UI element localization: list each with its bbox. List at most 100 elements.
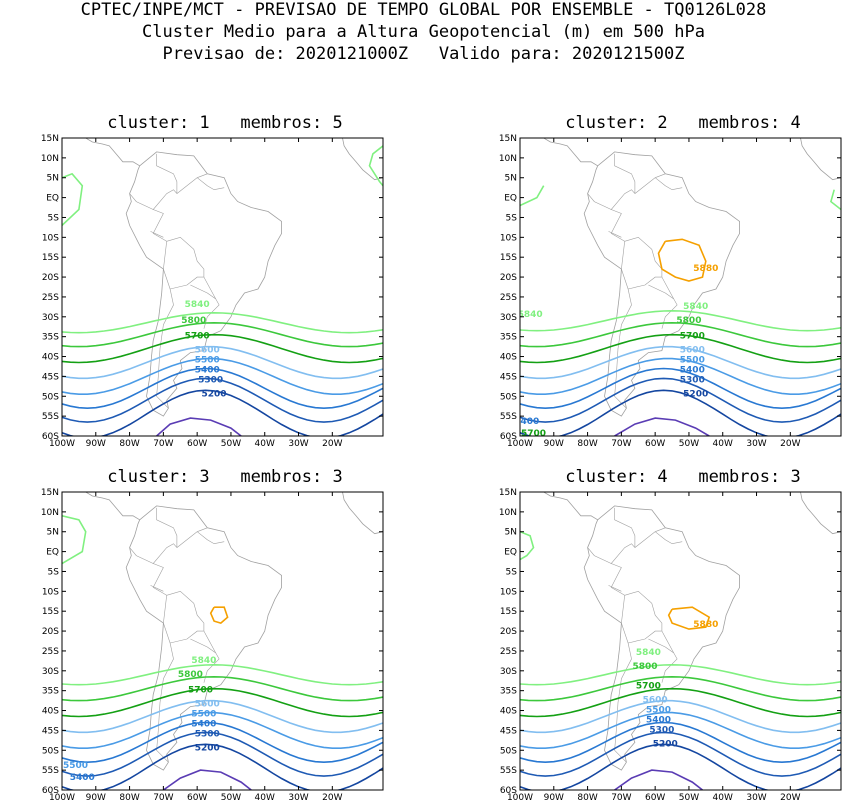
lat-label: 10S	[42, 233, 59, 243]
country-border	[156, 623, 174, 763]
contour-line	[62, 687, 383, 718]
contour-label: 5840	[185, 300, 210, 310]
map-frame	[61, 491, 384, 791]
coastline	[542, 492, 598, 521]
contour-label: 5200	[202, 389, 227, 399]
lat-label: 15N	[499, 488, 517, 498]
contour-label: 5200	[683, 389, 708, 399]
contour-label: 5500	[195, 355, 220, 365]
contour-label: 5600	[195, 346, 220, 356]
contour-line	[520, 345, 841, 380]
lat-label: 25S	[42, 293, 59, 303]
plot-area: 5880584058405800570056005500540053005200…	[518, 138, 841, 439]
lon-label: 90W	[544, 793, 564, 803]
map-frame	[519, 491, 842, 791]
lat-label: 5S	[506, 567, 518, 577]
lon-label: 100W	[49, 439, 75, 449]
contour-label: 5300	[198, 375, 223, 385]
contour-label: 5840	[518, 310, 543, 320]
contour-line	[520, 663, 841, 686]
lon-label: 60W	[187, 439, 207, 449]
country-border	[170, 630, 204, 644]
lon-label: 50W	[679, 793, 699, 803]
lon-label: 80W	[119, 439, 139, 449]
coastline	[342, 138, 383, 181]
country-border	[610, 543, 636, 624]
lat-label: EQ	[46, 548, 59, 558]
country-border	[197, 177, 225, 191]
country-border	[190, 638, 216, 654]
coastline	[84, 492, 140, 521]
lat-label: 60S	[500, 786, 517, 796]
country-border	[614, 153, 636, 194]
contour-line	[368, 145, 383, 187]
contour-line	[829, 189, 841, 211]
contour-line	[62, 699, 383, 734]
contour-line	[520, 675, 841, 702]
contour-label: 5840	[636, 648, 661, 658]
contour-label: 5840	[191, 656, 216, 666]
coastline	[542, 138, 598, 167]
country-border	[610, 189, 636, 270]
lat-label: 35S	[500, 687, 517, 697]
lat-label: EQ	[46, 194, 59, 204]
contour-line	[62, 321, 383, 348]
lon-label: 20W	[780, 439, 800, 449]
lat-label: 25S	[42, 647, 59, 657]
lon-label: 40W	[713, 439, 733, 449]
panel-2-title: cluster: 2 membros: 4	[565, 113, 801, 133]
lat-label: 20S	[42, 627, 59, 637]
lat-label: 30S	[500, 667, 517, 677]
lat-label: 15S	[42, 253, 59, 263]
contour-label: 5600	[680, 346, 705, 356]
lat-label: 45S	[500, 372, 517, 382]
lon-label: 70W	[153, 793, 173, 803]
country-border	[587, 193, 612, 210]
country-border	[655, 531, 683, 545]
country-border	[152, 189, 178, 270]
lon-label: 50W	[221, 439, 241, 449]
lon-label: 80W	[119, 793, 139, 803]
country-border	[156, 269, 174, 409]
lat-label: 35S	[500, 333, 517, 343]
country-border	[655, 177, 683, 191]
country-border	[176, 527, 208, 548]
contour-line	[62, 377, 383, 423]
contour-line	[162, 769, 252, 790]
contour-label: 5500	[63, 761, 88, 771]
contour-line	[520, 389, 841, 436]
country-border	[648, 638, 674, 654]
contour-line	[520, 309, 841, 332]
contour-line	[62, 389, 383, 436]
lon-label: 90W	[86, 793, 106, 803]
lat-label: 40S	[500, 353, 517, 363]
contour-line	[520, 711, 841, 750]
coastline	[800, 492, 841, 535]
contour-line	[520, 530, 535, 561]
country-border	[176, 173, 208, 194]
lat-label: 25S	[500, 293, 517, 303]
contour-label: 5800	[632, 662, 657, 672]
contour-label: 5200	[653, 739, 678, 749]
country-border	[648, 284, 674, 300]
figure-title-line3: Previsao de: 2020121000Z Valido para: 20…	[162, 44, 685, 64]
contour-line	[657, 238, 707, 282]
contour-line	[614, 769, 703, 790]
coastline	[583, 505, 741, 771]
contour-label: 5700	[521, 429, 546, 439]
country-border	[129, 193, 154, 210]
coastline	[583, 151, 741, 417]
contour-line	[520, 687, 841, 718]
figure-title-line2: Cluster Medio para a Altura Geopotencial…	[142, 22, 705, 42]
contour-line	[62, 515, 87, 565]
contour-label: 5840	[683, 302, 708, 312]
lat-label: 30S	[42, 313, 59, 323]
country-border	[156, 153, 178, 194]
country-border	[129, 547, 154, 564]
contour-line	[520, 731, 841, 777]
